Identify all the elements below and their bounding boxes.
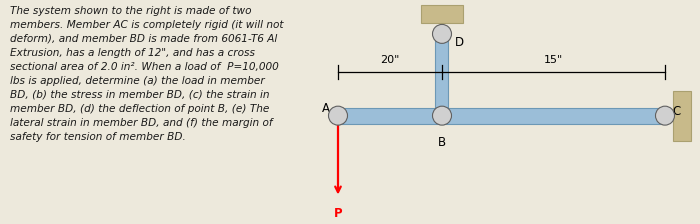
Circle shape [433,24,452,43]
Text: 20": 20" [380,55,400,65]
Circle shape [655,106,675,125]
Text: The system shown to the right is made of two
members. Member AC is completely ri: The system shown to the right is made of… [10,6,284,142]
Circle shape [433,106,452,125]
Circle shape [328,106,347,125]
Text: 15": 15" [543,55,563,65]
Text: B: B [438,136,446,149]
Text: P: P [334,207,342,220]
Text: C: C [672,105,680,118]
Bar [421,5,463,23]
Bar [673,91,691,141]
Bar [435,34,449,116]
Text: A: A [322,102,330,115]
Text: D: D [455,36,464,49]
Bar [338,108,665,124]
